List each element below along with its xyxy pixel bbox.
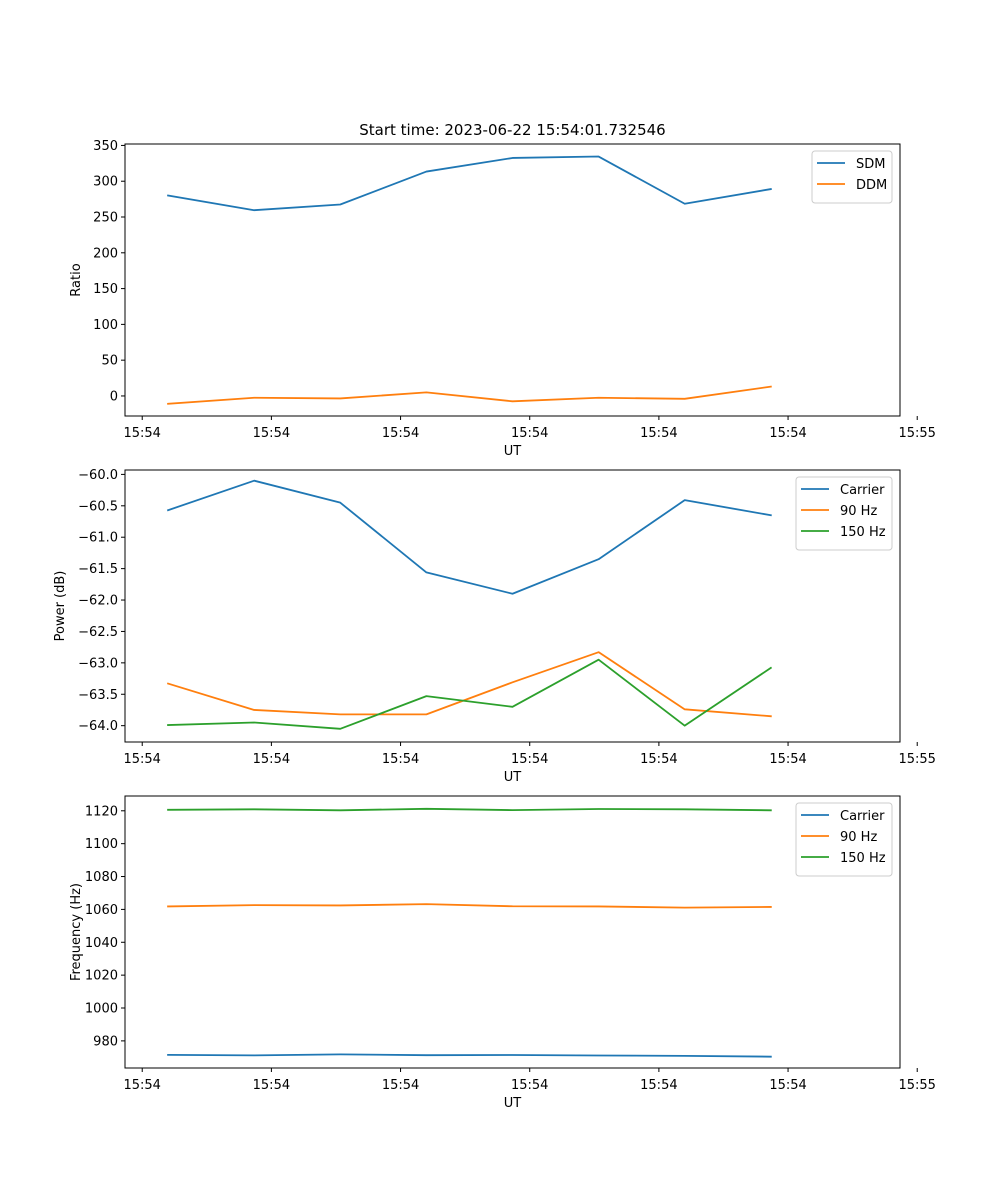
y-axis-label: Ratio: [69, 263, 84, 296]
y-tick-label: 150: [93, 282, 118, 297]
y-tick-label: 980: [93, 1034, 118, 1049]
y-axis-label: Frequency (Hz): [69, 883, 84, 981]
y-tick-label: 1120: [85, 804, 118, 819]
chart-title: Start time: 2023-06-22 15:54:01.732546: [359, 121, 665, 139]
x-axis-label: UT: [504, 770, 522, 785]
y-tick-label: 200: [93, 246, 118, 261]
y-tick-label: −63.0: [78, 656, 118, 671]
legend-label: 90 Hz: [840, 504, 877, 519]
x-tick-label: 15:54: [382, 752, 419, 767]
legend: Carrier 90 Hz 150 Hz: [795, 476, 893, 551]
legend-label: 150 Hz: [840, 525, 886, 540]
y-tick-label: 1000: [85, 1002, 118, 1017]
x-axis-label: UT: [504, 444, 522, 459]
y-tick-label: 50: [101, 354, 118, 369]
y-tick-label: 1060: [85, 903, 118, 918]
legend-label: DDM: [856, 178, 887, 193]
x-tick-label: 15:54: [123, 752, 160, 767]
axes-frame: [124, 795, 901, 1069]
y-tick-label: −64.0: [78, 719, 118, 734]
axes-frame: [124, 469, 901, 743]
x-tick-label: 15:54: [511, 1078, 548, 1093]
x-tick-label: 15:54: [253, 752, 290, 767]
x-tick-label: 15:54: [769, 1078, 806, 1093]
x-tick-label: 15:54: [640, 1078, 677, 1093]
legend: SDM DDM: [811, 150, 893, 204]
y-tick-label: 250: [93, 211, 118, 226]
series-line-2: [167, 385, 772, 405]
x-tick-label: 15:54: [253, 426, 290, 441]
x-tick-label: 15:55: [898, 752, 935, 767]
y-tick-label: −61.0: [78, 531, 118, 546]
y-tick-label: −61.5: [78, 562, 118, 577]
y-tick-label: 300: [93, 175, 118, 190]
legend-label: 150 Hz: [840, 851, 886, 866]
y-tick-label: −60.5: [78, 499, 118, 514]
legend: Carrier 90 Hz 150 Hz: [795, 802, 893, 877]
legend-label: 90 Hz: [840, 830, 877, 845]
y-tick-label: −62.5: [78, 625, 118, 640]
series-line-1: [167, 155, 772, 212]
series-line-3: [167, 658, 773, 730]
x-tick-label: 15:54: [640, 752, 677, 767]
legend-label: Carrier: [840, 809, 885, 824]
y-tick-label: −62.0: [78, 594, 118, 609]
y-tick-label: 0: [110, 389, 118, 404]
x-tick-label: 15:54: [769, 426, 806, 441]
x-tick-label: 15:54: [253, 1078, 290, 1093]
y-tick-label: 1080: [85, 870, 118, 885]
x-tick-label: 15:54: [123, 426, 160, 441]
y-tick-label: 100: [93, 318, 118, 333]
series-line-2: [167, 903, 772, 909]
legend-label: Carrier: [840, 483, 885, 498]
y-tick-label: 1040: [85, 936, 118, 951]
legend-label: SDM: [856, 157, 885, 172]
subplot-3: 15:54 15:54 15:54 15:54 15:54 15:54 15:55 980 10…: [69, 795, 936, 1111]
x-tick-label: 15:54: [123, 1078, 160, 1093]
x-tick-label: 15:54: [382, 426, 419, 441]
series-line-2: [166, 651, 772, 718]
x-tick-label: 15:54: [511, 752, 548, 767]
x-axis-label: UT: [504, 1096, 522, 1111]
x-tick-label: 15:54: [640, 426, 677, 441]
x-tick-label: 15:55: [898, 426, 935, 441]
y-tick-label: 1100: [85, 837, 118, 852]
y-tick-label: 1020: [85, 969, 118, 984]
series-line-1: [167, 1053, 772, 1058]
subplot-2: 15:54 15:54 15:54 15:54 15:54 15:54 15:55 −64.0…: [53, 468, 936, 785]
y-axis-label: Power (dB): [53, 571, 68, 642]
x-tick-label: 15:54: [511, 426, 548, 441]
x-tick-label: 15:54: [769, 752, 806, 767]
legend-box: [811, 150, 893, 204]
series-line-3: [167, 807, 772, 812]
series-line-1: [166, 479, 772, 595]
y-tick-label: −60.0: [78, 468, 118, 483]
y-tick-label: −63.5: [78, 688, 118, 703]
subplot-1: Start time: 2023-06-22 15:54:01.732546 15…: [69, 121, 936, 459]
axes-frame: [124, 143, 901, 417]
x-tick-label: 15:54: [382, 1078, 419, 1093]
x-tick-label: 15:55: [898, 1078, 935, 1093]
y-tick-label: 350: [93, 139, 118, 154]
